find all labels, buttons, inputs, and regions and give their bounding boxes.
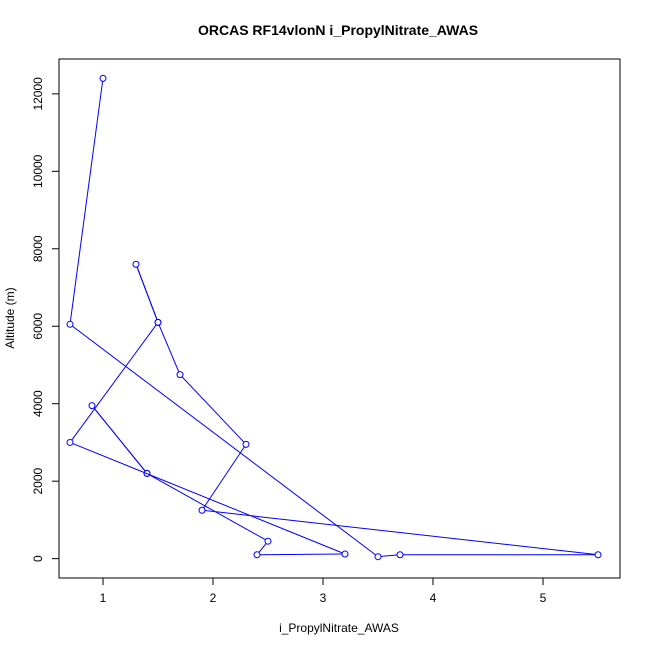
series-line-segment: [149, 474, 266, 541]
y-tick-label: 2000: [31, 468, 45, 495]
series-line-segment: [136, 266, 158, 320]
series-line-segment: [93, 407, 146, 472]
series-line-segment: [158, 324, 180, 373]
series-line-segment: [380, 554, 398, 557]
series-line-segment: [72, 443, 343, 554]
x-axis: 1 2 3 4 5: [100, 577, 547, 605]
x-tick-label: 3: [320, 591, 327, 605]
series-line-segment: [69, 81, 104, 322]
data-point: [143, 469, 151, 477]
series-line-segment: [204, 510, 596, 555]
x-tick-label: 1: [100, 591, 107, 605]
series-line-segment: [72, 325, 376, 556]
y-tick-label: 4000: [31, 390, 45, 417]
y-tick-label: 10000: [31, 154, 45, 188]
plot-area-frame: [58, 58, 621, 579]
x-tick-label: 5: [540, 591, 547, 605]
series-line-segment: [181, 376, 245, 443]
data-point: [264, 537, 272, 545]
data-point: [253, 551, 261, 559]
data-point: [176, 371, 184, 379]
data-point: [594, 551, 602, 559]
data-point: [132, 260, 140, 268]
series-line-segment: [258, 543, 267, 553]
data-point: [198, 506, 206, 514]
data-point: [99, 74, 107, 82]
y-tick-label: 6000: [31, 313, 45, 340]
y-tick-label: 8000: [31, 235, 45, 262]
data-point: [374, 553, 382, 561]
series-line-segment: [259, 553, 343, 556]
data-point: [242, 440, 250, 448]
data-point: [341, 550, 349, 558]
data-point: [88, 402, 96, 410]
series-line-segment: [203, 446, 245, 509]
y-tick-label: 0: [31, 555, 45, 562]
y-axis-label: Altitude (m): [3, 287, 17, 348]
chart-title: ORCAS RF14vlonN i_PropylNitrate_AWAS: [198, 22, 478, 38]
data-point: [396, 551, 404, 559]
data-point: [154, 318, 162, 326]
x-axis-label: i_PropylNitrate_AWAS: [279, 621, 399, 635]
y-axis: 0 2000 4000 6000 8000 10000 12000: [31, 77, 60, 562]
data-point: [66, 438, 74, 446]
x-tick-label: 4: [430, 591, 437, 605]
series-layer: [66, 74, 602, 561]
series-line-segment: [71, 324, 157, 441]
y-tick-label: 12000: [31, 77, 45, 111]
data-point: [66, 320, 74, 328]
x-tick-label: 2: [210, 591, 217, 605]
